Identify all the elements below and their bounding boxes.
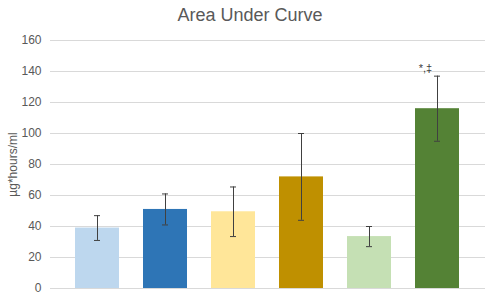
svg-text:160: 160 <box>21 33 41 47</box>
svg-text:20: 20 <box>28 250 42 264</box>
svg-text:60: 60 <box>28 188 42 202</box>
html-text:Area Under Curve: Area Under Curve <box>177 5 323 25</box>
svg-text:100: 100 <box>21 126 41 140</box>
svg-text:40: 40 <box>28 219 42 233</box>
svg-text:140: 140 <box>21 64 41 78</box>
svg-text:*,‡: *,‡ <box>419 62 432 74</box>
svg-text:0: 0 <box>35 281 42 293</box>
svg-text:80: 80 <box>28 157 42 171</box>
svg-text:120: 120 <box>21 95 41 109</box>
svg-text:µg*hours/ml: µg*hours/ml <box>6 132 20 196</box>
